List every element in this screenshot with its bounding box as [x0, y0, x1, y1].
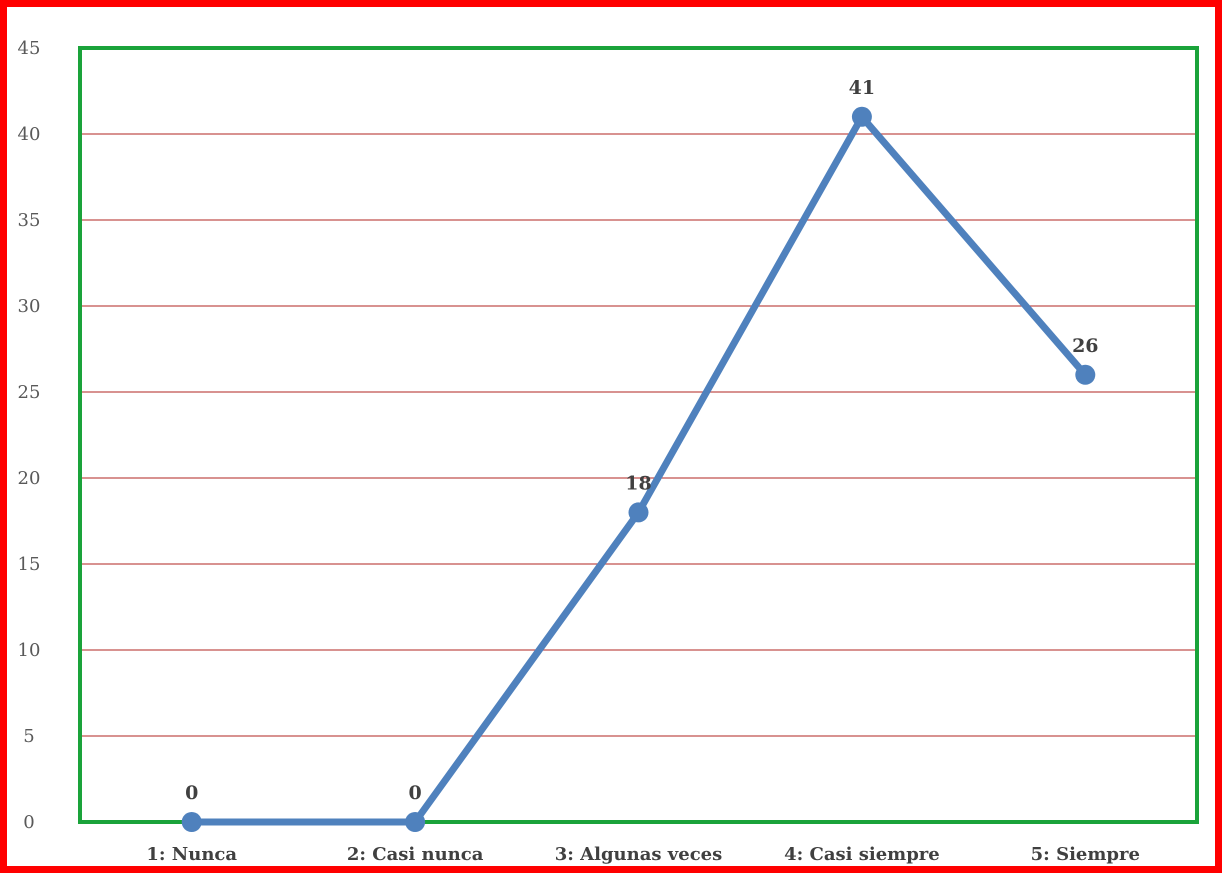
data-label: 41 [849, 77, 875, 99]
y-tick-label: 15 [18, 554, 41, 575]
x-category-label: 5: Siempre [1031, 844, 1140, 865]
y-tick-label: 20 [18, 468, 41, 489]
data-point [628, 502, 649, 523]
data-label: 0 [185, 782, 198, 804]
y-tick-label: 5 [23, 726, 34, 747]
plot-area-border [78, 46, 1199, 824]
series-line [188, 113, 1089, 826]
data-point [851, 106, 872, 127]
y-tick-label: 30 [18, 296, 41, 317]
data-point [1075, 364, 1096, 385]
data-label: 0 [408, 782, 421, 804]
line-chart: 0 5 10 15 20 25 30 35 40 45 1: Nunca 2: Casi nunca 3… [18, 38, 1199, 865]
y-tick-label: 0 [23, 812, 34, 833]
data-label: 26 [1072, 335, 1098, 357]
x-category-label: 1: Nunca [146, 844, 237, 865]
x-category-label: 2: Casi nunca [347, 844, 484, 865]
y-tick-label: 35 [18, 210, 41, 231]
y-tick-label: 40 [18, 124, 41, 145]
x-category-label: 3: Algunas veces [555, 844, 723, 865]
y-tick-label: 45 [18, 38, 41, 59]
data-point [181, 812, 202, 832]
y-tick-label: 25 [18, 382, 41, 403]
data-point [405, 812, 426, 832]
x-category-label: 4: Casi siempre [784, 844, 940, 865]
data-label: 18 [625, 472, 651, 494]
y-tick-label: 10 [18, 640, 41, 661]
